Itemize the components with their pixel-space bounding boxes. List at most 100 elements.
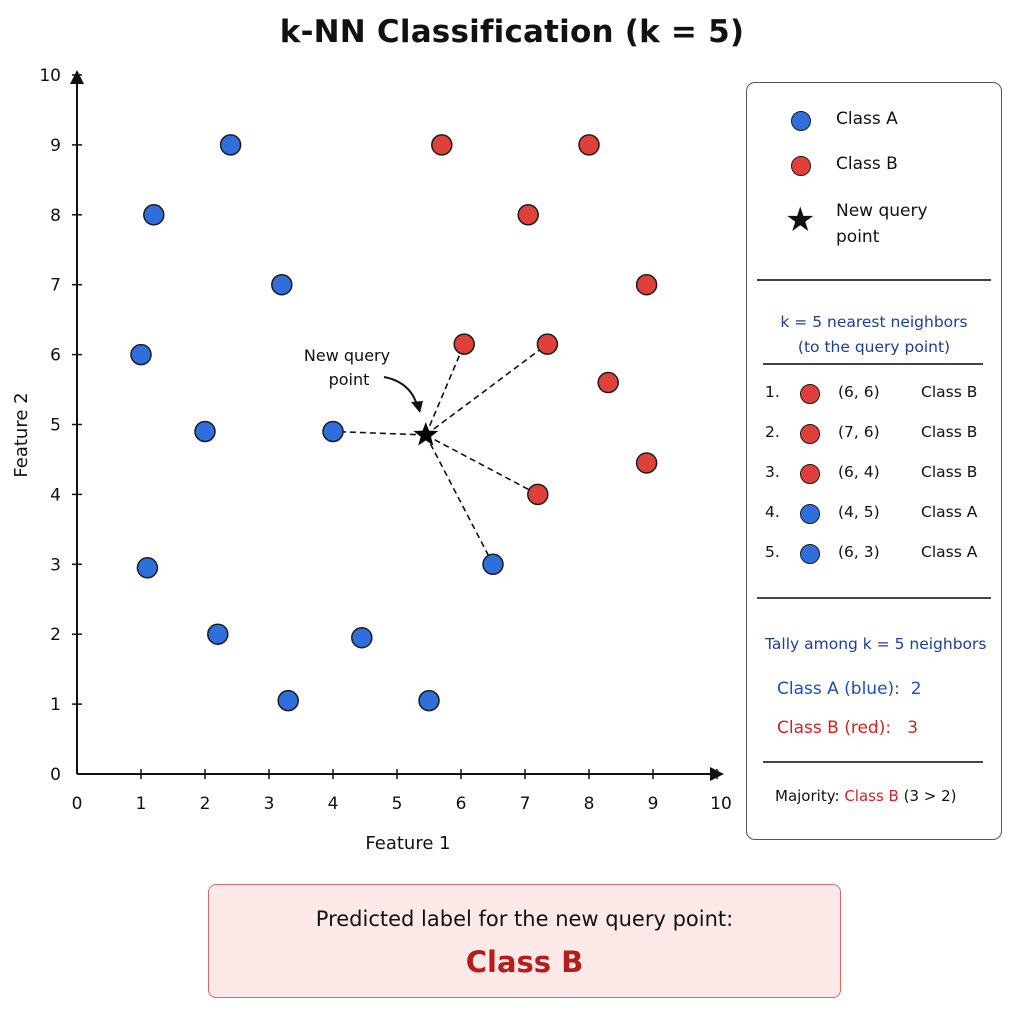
class-a-point	[136, 557, 159, 579]
class-b-point	[536, 333, 559, 355]
neighbor-rank: 4.	[765, 503, 780, 521]
y-tick-label: 8	[50, 206, 61, 226]
class-b-point	[453, 333, 475, 355]
x-tick-label: 9	[648, 794, 659, 814]
neighbor-class-marker-icon	[800, 544, 820, 564]
class-a-point	[207, 623, 229, 645]
neighbor-line	[425, 434, 494, 565]
annotation-line-1: New query	[304, 346, 390, 365]
data-points	[130, 134, 658, 712]
neighbor-coord: (4, 5)	[838, 503, 880, 521]
neighbor-class-marker-icon	[800, 504, 820, 524]
neighbor-coord: (7, 6)	[838, 423, 880, 441]
neighbor-class-marker-icon	[800, 464, 820, 484]
class-a-point	[322, 420, 344, 443]
chart-title: k-NN Classification (k = 5)	[279, 14, 745, 50]
neighbor-row: 4. (4, 5) Class A	[747, 503, 1001, 527]
tally-heading: Tally among k = 5 neighbors	[765, 635, 987, 653]
neighbor-rank: 2.	[765, 423, 780, 441]
x-axis-label: Feature 1	[365, 833, 450, 854]
divider	[763, 363, 983, 365]
x-tick-label: 0	[72, 794, 83, 814]
neighbor-class-label: Class A	[921, 543, 978, 561]
class-a-point	[351, 626, 373, 649]
neighbor-class-marker-icon	[800, 384, 820, 404]
legend-label-class-a: Class A	[836, 109, 898, 129]
neighbor-line	[425, 434, 539, 496]
y-tick-label: 0	[50, 765, 61, 785]
y-axis-arrow-icon	[70, 70, 84, 84]
tally-class-a-text: Class A (blue): 2	[777, 679, 922, 699]
y-tick-label: 1	[50, 695, 61, 715]
neighbor-row: 3. (6, 4) Class B	[747, 463, 1001, 487]
class-b-marker-icon	[791, 156, 811, 176]
class-b-point	[635, 452, 658, 474]
y-tick-label: 2	[50, 625, 61, 645]
prediction-value: Class B	[465, 945, 584, 979]
neighbor-rank: 5.	[765, 543, 780, 561]
neighbor-coord: (6, 4)	[838, 463, 880, 481]
neighbor-line	[425, 343, 465, 436]
y-tick-label: 5	[50, 416, 61, 436]
tally-class-a: Class A (blue): 2	[777, 679, 922, 699]
neighbor-class-label: Class A	[921, 503, 978, 521]
y-tick-label: 3	[50, 555, 61, 575]
annotation-line-2: point	[329, 370, 370, 389]
class-b-point	[635, 273, 658, 296]
neighbor-coord: (6, 6)	[838, 383, 880, 401]
x-tick-label: 1	[136, 794, 147, 814]
y-tick-label: 7	[50, 276, 61, 296]
class-b-point	[597, 371, 619, 394]
star-icon: ★	[785, 200, 816, 240]
majority-line: Majority: Class B (3 > 2)	[775, 787, 957, 805]
y-tick-label: 9	[50, 136, 61, 156]
y-tick-label: 6	[50, 346, 61, 366]
class-a-point	[194, 420, 216, 443]
x-tick-label: 3	[264, 794, 275, 814]
query-point-group	[413, 422, 439, 446]
legend-panel: Class A Class B ★ New query point k = 5 …	[746, 82, 1002, 840]
class-a-point	[277, 689, 299, 712]
class-b-point	[578, 134, 600, 156]
class-b-point	[431, 134, 453, 156]
y-tick-label: 10	[39, 66, 61, 86]
neighbor-lines	[332, 343, 548, 565]
class-a-point	[271, 273, 293, 296]
divider	[757, 597, 991, 599]
legend-label-query-1: New query	[836, 201, 928, 221]
class-b-point	[527, 483, 549, 506]
y-tick-label: 4	[50, 485, 61, 505]
x-tick-label: 8	[584, 794, 595, 814]
neighbor-coord: (6, 3)	[838, 543, 880, 561]
annotation-arrow	[383, 376, 418, 406]
prediction-box: Predicted label for the new query point:…	[208, 884, 841, 998]
tally-class-b: Class B (red): 3	[777, 718, 918, 738]
x-tick-label: 2	[200, 794, 211, 814]
neighbor-row: 2. (7, 6) Class B	[747, 423, 1001, 447]
class-a-point	[219, 134, 242, 156]
neighbor-rank: 3.	[765, 463, 780, 481]
legend-label-class-b: Class B	[836, 154, 898, 174]
prediction-label: Predicted label for the new query point:	[315, 907, 734, 931]
neighbors-heading-1: k = 5 nearest neighbors	[780, 313, 968, 331]
neighbor-row: 1. (6, 6) Class B	[747, 383, 1001, 407]
x-tick-label: 4	[328, 794, 339, 814]
class-a-point	[143, 204, 165, 226]
annotation-arrowhead-icon	[411, 401, 423, 413]
tick-labels: 0 1 2 3 4 5 6 7 8 9 10 0 1 2 3 4 5 6 7 8 9 10	[39, 66, 731, 814]
divider	[763, 761, 983, 763]
neighbor-class-label: Class B	[921, 463, 978, 481]
x-tick-label: 10	[710, 794, 732, 814]
neighbor-class-label: Class B	[921, 383, 978, 401]
neighbor-row: 5. (6, 3) Class A	[747, 543, 1001, 567]
x-tick-label: 5	[392, 794, 403, 814]
legend-label-query-2: point	[836, 227, 880, 247]
x-tick-label: 6	[456, 794, 467, 814]
tally-class-b-text: Class B (red): 3	[777, 718, 919, 738]
divider	[757, 279, 991, 281]
neighbor-rank: 1.	[765, 383, 780, 401]
y-axis-label: Feature 2	[11, 392, 32, 477]
majority-prefix: Majority:	[775, 787, 840, 805]
majority-winner: Class B	[844, 787, 899, 805]
